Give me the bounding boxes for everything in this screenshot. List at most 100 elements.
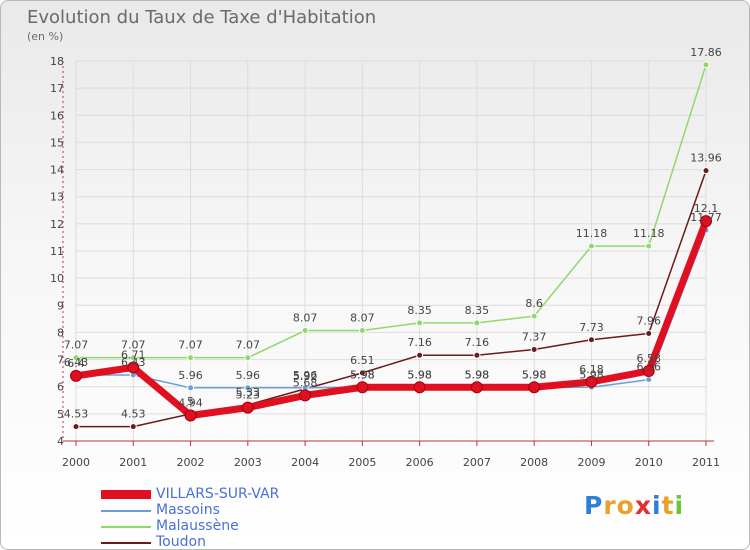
data-label: 8.07 (293, 312, 318, 325)
data-label: 7.73 (579, 321, 604, 334)
legend-label: Malaussène (156, 518, 239, 534)
data-label: 4.53 (121, 408, 146, 421)
data-label: 4.94 (178, 396, 203, 409)
series-line (76, 64, 707, 359)
x-tick-label: 2008 (520, 456, 548, 469)
data-label: 5 (187, 395, 194, 408)
y-tick-label: 11 (50, 245, 64, 258)
legend-swatch (101, 510, 151, 512)
data-point (184, 409, 197, 422)
data-point (70, 369, 82, 382)
data-point (72, 354, 80, 362)
legend-label: Toudon (156, 534, 206, 550)
data-label: 5.96 (178, 369, 203, 382)
x-tick-label: 2010 (635, 456, 663, 469)
data-point (645, 330, 653, 338)
data-label: 4.53 (64, 408, 89, 421)
data-label: 6.51 (350, 354, 375, 367)
data-point (241, 401, 254, 414)
data-label: 8.6 (525, 297, 543, 310)
data-label: 5.92 (293, 370, 318, 383)
x-tick-label: 2002 (177, 456, 205, 469)
y-tick-label: 6 (57, 381, 64, 394)
y-tick-label: 4 (57, 435, 64, 448)
data-label: 5.98 (579, 368, 604, 381)
chart-subtitle: (en %) (27, 30, 64, 43)
data-point (530, 312, 538, 320)
data-label: 6.58 (636, 352, 661, 365)
data-label: 7.16 (465, 336, 490, 349)
data-label: 5.98 (465, 368, 490, 381)
data-point (528, 381, 541, 394)
data-label: 5.96 (236, 369, 261, 382)
x-tick-label: 2003 (234, 456, 262, 469)
y-tick-label: 15 (50, 136, 64, 149)
data-label: 8.07 (350, 312, 375, 325)
data-point (187, 384, 195, 392)
x-tick-label: 2001 (119, 456, 147, 469)
data-label: 5.98 (350, 368, 375, 381)
data-point (413, 381, 426, 394)
chart-legend: VILLARS-SUR-VAR Massoins Malaussène Toudon (101, 486, 361, 550)
chart-title: Evolution du Taux de Taxe d'Habitation (27, 7, 377, 28)
data-point (416, 351, 424, 359)
data-label: 5.68 (293, 376, 318, 389)
y-tick-label: 9 (57, 299, 64, 312)
data-point (356, 381, 369, 394)
y-tick-label: 18 (50, 55, 64, 68)
proxiti-logo: Proxiti (584, 491, 684, 520)
data-label: 5.98 (407, 368, 432, 381)
data-point (299, 389, 312, 402)
y-tick-label: 17 (50, 82, 64, 95)
data-point (473, 351, 481, 359)
legend-swatch (101, 526, 151, 528)
data-label: 6.43 (64, 356, 89, 369)
data-label: 8.35 (407, 304, 432, 317)
data-label: 11.77 (690, 211, 722, 224)
x-tick-label: 2009 (577, 456, 605, 469)
x-tick-label: 2011 (692, 456, 720, 469)
legend-swatch (101, 490, 151, 499)
x-tick-label: 2007 (463, 456, 491, 469)
data-label: 5.98 (522, 368, 547, 381)
logo-letter: i (652, 491, 662, 520)
data-label: 6.71 (121, 348, 146, 361)
logo-letter: x (634, 491, 652, 520)
x-tick-label: 2006 (406, 456, 434, 469)
data-label: 8.35 (465, 304, 490, 317)
data-label: 11.18 (633, 227, 665, 240)
data-label: 5.23 (236, 389, 261, 402)
data-label: 6.4 (67, 357, 85, 370)
data-label: 5.33 (236, 386, 261, 399)
data-point (530, 346, 538, 354)
y-tick-label: 7 (57, 354, 64, 367)
data-label: 7.16 (407, 336, 432, 349)
data-point (585, 375, 598, 388)
data-label: 5.98 (522, 368, 547, 381)
data-point (358, 369, 366, 377)
series-line (76, 170, 707, 428)
y-tick-label: 8 (57, 326, 64, 339)
data-label: 6.18 (579, 363, 604, 376)
series-line (75, 219, 710, 419)
data-label: 6.43 (121, 356, 146, 369)
data-label: 7.07 (236, 339, 261, 352)
data-point (702, 61, 710, 69)
logo-letter: r (603, 491, 617, 520)
data-point (700, 215, 712, 228)
data-label: 13.96 (690, 152, 722, 165)
y-tick-label: 5 (57, 408, 64, 421)
data-point (642, 364, 655, 377)
data-point (244, 354, 252, 362)
data-label: 5.98 (465, 368, 490, 381)
data-point (587, 336, 595, 344)
data-point (72, 423, 80, 431)
data-label: 7.96 (636, 315, 661, 328)
y-tick-label: 12 (50, 218, 64, 231)
data-point (358, 327, 366, 335)
legend-label: Massoins (156, 502, 220, 518)
legend-label: VILLARS-SUR-VAR (156, 486, 280, 502)
y-tick-label: 10 (50, 272, 64, 285)
